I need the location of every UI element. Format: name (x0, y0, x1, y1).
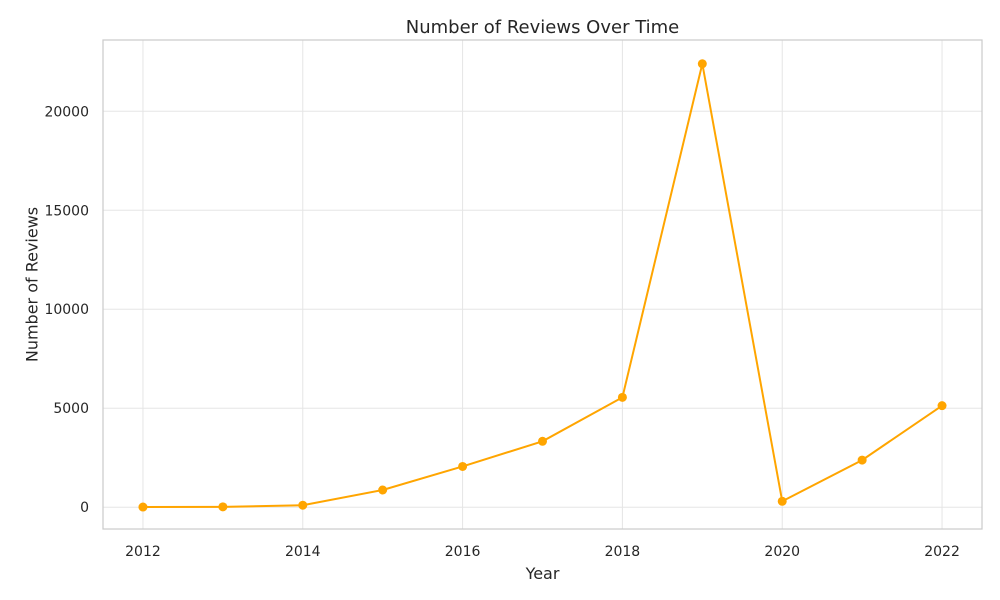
data-point (378, 485, 388, 495)
x-tick-label: 2016 (445, 544, 481, 560)
plot-area-frame (102, 39, 983, 530)
x-tick-label: 2022 (924, 544, 960, 560)
data-point (697, 59, 707, 69)
data-point (218, 502, 228, 512)
data-point (777, 496, 787, 506)
x-tick-label: 2012 (125, 544, 161, 560)
data-point (298, 500, 308, 510)
x-tick-label: 2020 (764, 544, 800, 560)
y-axis-label: Number of Reviews (23, 207, 42, 362)
data-point (857, 455, 867, 465)
data-point (458, 461, 468, 471)
x-axis-ticks: 2012 2014 2016 2018 2020 2022 (125, 544, 960, 560)
x-axis-label: Year (525, 564, 560, 583)
series-group (138, 59, 947, 512)
y-tick-label: 0 (80, 500, 89, 516)
y-tick-label: 15000 (44, 203, 89, 219)
data-point (138, 502, 148, 512)
data-point (937, 401, 947, 411)
data-point (617, 392, 627, 402)
x-tick-label: 2018 (605, 544, 641, 560)
y-tick-label: 10000 (44, 302, 89, 318)
y-axis-ticks: 0 5000 10000 15000 20000 (44, 104, 89, 516)
chart-title: Number of Reviews Over Time (406, 17, 680, 38)
x-tick-label: 2014 (285, 544, 321, 560)
y-tick-label: 5000 (53, 401, 89, 417)
data-point (538, 436, 547, 446)
y-tick-label: 20000 (44, 104, 89, 120)
